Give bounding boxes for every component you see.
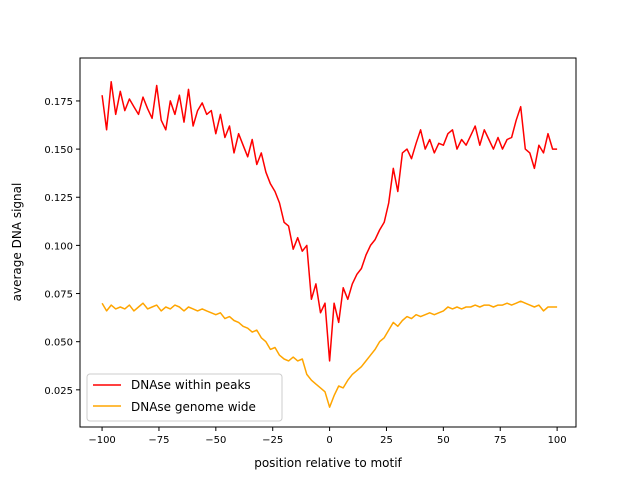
y-tick-label: 0.050 [44,338,73,349]
legend: DNAse within peaks DNAse genome wide [86,373,283,422]
x-tick-label: −100 [88,435,115,446]
x-tick-label: 50 [437,435,450,446]
legend-label-genome: DNAse genome wide [131,400,256,414]
y-axis-label: average DNA signal [10,183,24,302]
x-tick-label: −75 [148,435,169,446]
plot-area [101,80,558,408]
y-tick-label: 0.075 [44,290,73,301]
legend-label-peaks: DNAse within peaks [131,378,251,392]
y-axis: 0.025 0.050 0.075 0.100 0.125 0.150 0.175 [44,97,80,397]
y-tick-label: 0.100 [44,241,73,252]
y-tick-label: 0.150 [44,145,73,156]
axes-frame [79,57,577,428]
x-tick-label: 100 [548,435,567,446]
series-line-1 [101,300,558,408]
x-axis-label: position relative to motif [254,456,402,470]
x-tick-label: 0 [326,435,332,446]
y-tick-label: 0.125 [44,193,73,204]
series-line-0 [101,80,558,362]
x-tick-label: −50 [205,435,226,446]
x-tick-label: −25 [262,435,283,446]
x-tick-label: 75 [494,435,507,446]
legend-box [86,373,283,422]
x-tick-label: 25 [380,435,393,446]
y-tick-label: 0.175 [44,97,73,108]
x-axis: −100 −75 −50 −25 0 25 50 75 100 [88,427,567,446]
y-tick-label: 0.025 [44,386,73,397]
